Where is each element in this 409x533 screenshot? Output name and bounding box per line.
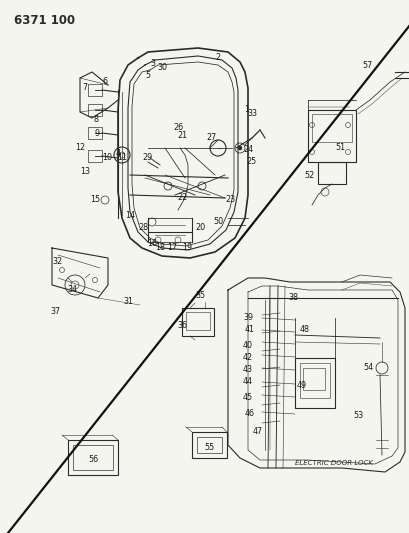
Text: 50: 50 <box>212 217 222 227</box>
Text: 21: 21 <box>177 131 187 140</box>
Text: 40: 40 <box>243 341 252 350</box>
Bar <box>196 437 221 453</box>
Text: 37: 37 <box>50 308 60 317</box>
Text: 36: 36 <box>177 320 187 329</box>
Bar <box>302 368 324 390</box>
Text: 38: 38 <box>287 294 297 303</box>
Bar <box>311 114 351 142</box>
Text: 34: 34 <box>67 286 77 295</box>
Text: 20: 20 <box>194 223 204 232</box>
Text: 9: 9 <box>94 128 99 138</box>
Text: 31: 31 <box>123 297 133 306</box>
Text: 23: 23 <box>225 196 234 205</box>
Text: 25: 25 <box>246 157 256 166</box>
Bar <box>294 358 334 408</box>
Text: 15: 15 <box>90 196 100 205</box>
Text: 16: 16 <box>147 238 157 247</box>
Bar <box>88 127 102 139</box>
Text: 11: 11 <box>117 154 127 163</box>
Text: 17: 17 <box>166 244 177 253</box>
Text: 43: 43 <box>243 366 252 375</box>
Text: 4: 4 <box>115 149 120 157</box>
Bar <box>88 84 102 96</box>
Text: 26: 26 <box>173 124 182 133</box>
Text: 28: 28 <box>137 223 148 232</box>
Text: 22: 22 <box>178 193 188 203</box>
Text: 52: 52 <box>304 171 315 180</box>
Text: 19: 19 <box>182 244 191 253</box>
Text: 48: 48 <box>299 326 309 335</box>
Text: 53: 53 <box>352 410 362 419</box>
Text: 29: 29 <box>142 154 153 163</box>
Text: 8: 8 <box>93 116 98 125</box>
Text: 10: 10 <box>102 154 112 163</box>
Bar <box>191 432 227 458</box>
Text: 27: 27 <box>207 133 217 142</box>
Text: 5: 5 <box>145 70 150 79</box>
Text: 46: 46 <box>245 408 254 417</box>
Bar <box>182 308 213 336</box>
Text: 18: 18 <box>155 244 164 253</box>
Text: 56: 56 <box>88 456 98 464</box>
Text: 44: 44 <box>243 377 252 386</box>
Text: 54: 54 <box>362 364 372 373</box>
Text: 1: 1 <box>244 106 249 115</box>
Text: 13: 13 <box>80 167 90 176</box>
Text: 6371 100: 6371 100 <box>14 14 75 27</box>
Text: 35: 35 <box>194 290 204 300</box>
Text: 45: 45 <box>243 393 252 402</box>
Text: 24: 24 <box>243 146 252 155</box>
Text: 57: 57 <box>362 61 372 69</box>
Text: 7: 7 <box>82 84 88 93</box>
Text: 42: 42 <box>243 353 252 362</box>
Text: 49: 49 <box>296 381 306 390</box>
Bar <box>186 312 209 330</box>
Text: 55: 55 <box>204 443 215 453</box>
Bar <box>68 440 118 475</box>
Bar <box>88 104 102 116</box>
Circle shape <box>237 146 241 150</box>
Bar <box>307 110 355 162</box>
Text: 3: 3 <box>150 59 155 68</box>
Text: 32: 32 <box>52 257 62 266</box>
Bar <box>317 162 345 184</box>
Text: 51: 51 <box>334 143 344 152</box>
Text: 30: 30 <box>157 63 166 72</box>
Text: 39: 39 <box>243 313 252 322</box>
Text: 33: 33 <box>246 109 256 117</box>
Bar <box>299 363 329 398</box>
Text: 2: 2 <box>215 53 220 62</box>
Text: 47: 47 <box>252 427 263 437</box>
Bar <box>88 150 102 162</box>
Text: ELECTRIC DOOR LOCK: ELECTRIC DOOR LOCK <box>294 460 372 466</box>
Bar <box>73 445 113 470</box>
Text: 41: 41 <box>245 326 254 335</box>
Text: 6: 6 <box>102 77 107 86</box>
Text: 12: 12 <box>75 143 85 152</box>
Text: 14: 14 <box>125 211 135 220</box>
